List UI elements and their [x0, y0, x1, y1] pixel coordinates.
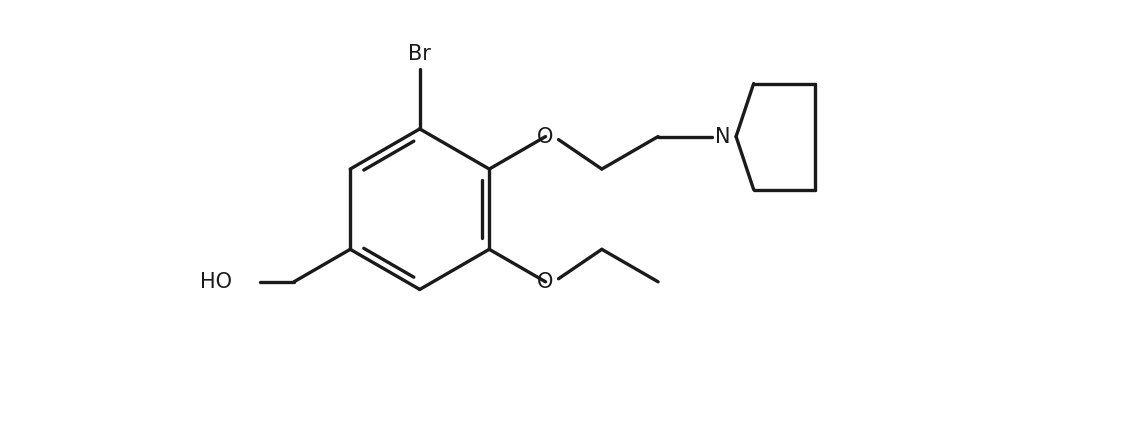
Text: O: O: [538, 127, 554, 147]
Text: Br: Br: [408, 44, 432, 64]
Text: N: N: [715, 127, 731, 147]
Text: HO: HO: [200, 272, 232, 292]
Text: O: O: [538, 272, 554, 292]
